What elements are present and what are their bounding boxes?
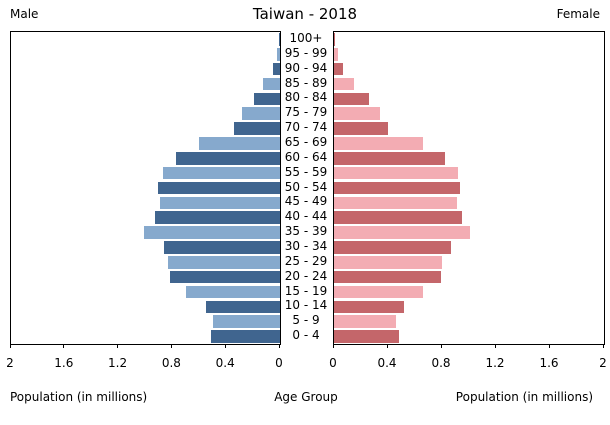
age-label-30-34: 30 - 34 xyxy=(284,238,328,253)
male-bar-35-39 xyxy=(144,226,280,239)
female-bar-60-64 xyxy=(334,151,445,165)
female-bar-10-14 xyxy=(334,300,405,314)
age-label-60-64: 60 - 64 xyxy=(284,149,328,164)
age-label-75-79: 75 - 79 xyxy=(284,105,328,120)
female-axis-caption: Population (in millions) xyxy=(455,390,593,404)
male-bar-20-24 xyxy=(169,270,280,284)
male-axis-caption: Population (in millions) xyxy=(10,390,148,404)
female-bar-40-44 xyxy=(334,211,463,224)
female-bar-70-74 xyxy=(334,122,388,135)
age-label-45-49: 45 - 49 xyxy=(284,194,328,209)
male-axis-tick-label-0.8: 0.8 xyxy=(161,356,181,370)
male-bar-65-69 xyxy=(199,137,280,150)
age-label-95-99: 95 - 99 xyxy=(284,45,328,60)
age-label-35-39: 35 - 39 xyxy=(284,224,328,239)
male-bar-60-64 xyxy=(176,151,280,165)
male-bar-15-19 xyxy=(185,285,280,299)
male-bar-90-94 xyxy=(273,62,280,76)
male-axis-tick-label-0: 0 xyxy=(275,356,283,370)
female-panel xyxy=(333,31,605,345)
age-label-20-24: 20 - 24 xyxy=(284,268,328,283)
female-axis-tick-label-0.8: 0.8 xyxy=(431,356,451,370)
male-axis-tick-label-0.4: 0.4 xyxy=(215,356,235,370)
male-axis-tick-0 xyxy=(278,344,280,348)
male-bar-45-49 xyxy=(160,196,280,210)
male-bar-80-84 xyxy=(254,92,280,106)
male-axis-tick-label-2: 2 xyxy=(6,356,14,370)
male-bar-40-44 xyxy=(154,211,280,224)
male-bar-25-29 xyxy=(168,255,280,269)
female-axis-tick-0.4 xyxy=(386,344,388,348)
female-bar-55-59 xyxy=(334,166,459,180)
male-bar-75-79 xyxy=(242,107,280,120)
female-axis-tick-1.6 xyxy=(548,344,550,348)
female-axis-tick-label-2: 2 xyxy=(599,356,607,370)
age-label-100plus: 100+ xyxy=(289,30,323,45)
male-bar-100plus xyxy=(279,33,280,46)
female-bar-75-79 xyxy=(334,107,380,120)
male-bar-5-9 xyxy=(212,315,280,328)
male-axis-tick-0.4 xyxy=(224,344,226,348)
female-bar-80-84 xyxy=(334,92,370,106)
female-axis-tick-label-0: 0 xyxy=(329,356,337,370)
female-bar-35-39 xyxy=(334,226,471,239)
female-bar-100plus xyxy=(334,33,336,46)
male-axis-tick-2 xyxy=(9,344,11,348)
age-label-65-69: 65 - 69 xyxy=(284,134,328,149)
male-bar-95-99 xyxy=(277,47,280,61)
male-bar-30-34 xyxy=(164,241,280,254)
age-label-80-84: 80 - 84 xyxy=(284,90,328,105)
female-bar-85-89 xyxy=(334,77,355,91)
female-bar-25-29 xyxy=(334,255,442,269)
female-bar-30-34 xyxy=(334,241,452,254)
age-label-0-4: 0 - 4 xyxy=(292,328,320,343)
female-bar-20-24 xyxy=(334,270,441,284)
female-bar-5-9 xyxy=(334,315,397,328)
female-axis-tick-1.2 xyxy=(494,344,496,348)
age-label-85-89: 85 - 89 xyxy=(284,75,328,90)
male-axis-tick-0.8 xyxy=(170,344,172,348)
female-axis-tick-label-0.4: 0.4 xyxy=(377,356,397,370)
age-label-15-19: 15 - 19 xyxy=(284,283,328,298)
age-group-caption: Age Group xyxy=(274,390,338,404)
female-axis-tick-0.8 xyxy=(440,344,442,348)
female-bar-90-94 xyxy=(334,62,344,76)
male-bar-10-14 xyxy=(206,300,280,314)
female-bar-95-99 xyxy=(334,47,339,61)
female-bar-50-54 xyxy=(334,181,460,195)
female-header: Female xyxy=(556,7,600,21)
male-bar-85-89 xyxy=(262,77,280,91)
age-label-90-94: 90 - 94 xyxy=(284,60,328,75)
chart-title: Taiwan - 2018 xyxy=(252,5,358,23)
age-label-10-14: 10 - 14 xyxy=(284,298,328,313)
male-panel xyxy=(10,31,281,345)
age-label-25-29: 25 - 29 xyxy=(284,253,328,268)
male-bar-55-59 xyxy=(163,166,280,180)
age-group-column: 100+ 95 - 99 90 - 94 85 - 89 80 - 84 75 - 79 7… xyxy=(279,31,333,343)
age-label-55-59: 55 - 59 xyxy=(284,164,328,179)
male-axis-tick-1.2 xyxy=(117,344,119,348)
age-label-5-9: 5 - 9 xyxy=(292,313,320,328)
female-bar-45-49 xyxy=(334,196,457,210)
female-axis-tick-label-1.2: 1.2 xyxy=(485,356,505,370)
female-axis-tick-label-1.6: 1.6 xyxy=(539,356,559,370)
male-header: Male xyxy=(10,7,39,21)
male-axis-tick-1.6 xyxy=(63,344,65,348)
age-label-40-44: 40 - 44 xyxy=(284,209,328,224)
male-axis-tick-label-1.2: 1.2 xyxy=(108,356,128,370)
female-bar-0-4 xyxy=(334,330,399,343)
female-axis-tick-0 xyxy=(332,344,334,348)
male-bar-0-4 xyxy=(211,330,280,343)
male-bar-70-74 xyxy=(234,122,280,135)
male-axis-tick-label-1.6: 1.6 xyxy=(54,356,74,370)
female-bar-15-19 xyxy=(334,285,424,299)
age-label-70-74: 70 - 74 xyxy=(284,120,328,135)
female-axis-tick-2 xyxy=(602,344,604,348)
female-bar-65-69 xyxy=(334,137,424,150)
age-label-50-54: 50 - 54 xyxy=(284,179,328,194)
male-bar-50-54 xyxy=(157,181,280,195)
